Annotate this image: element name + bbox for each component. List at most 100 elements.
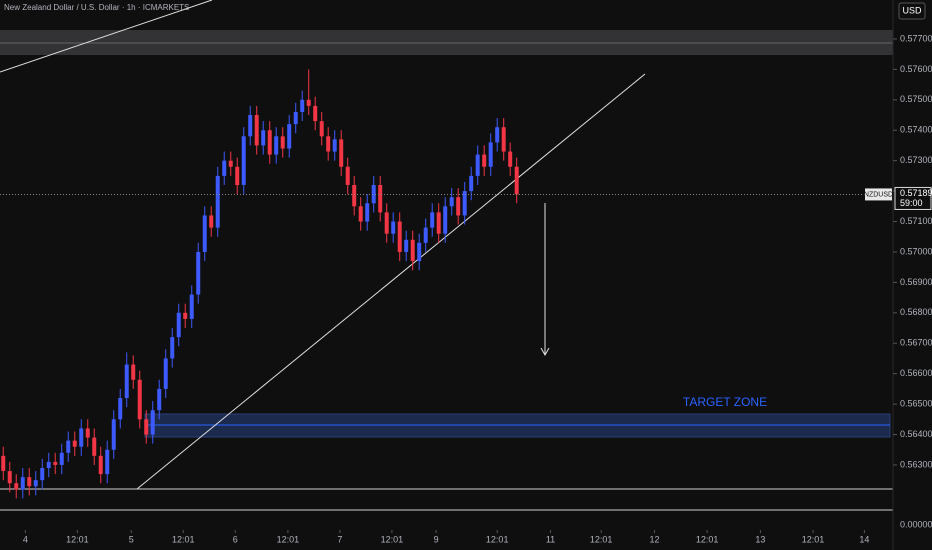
pane-label: 0.00000 xyxy=(900,519,932,529)
candle-body xyxy=(215,175,220,228)
candle-body xyxy=(488,142,493,167)
candle-body xyxy=(397,221,402,252)
candle-body xyxy=(287,124,292,149)
x-tick-label: 12:01 xyxy=(696,534,719,544)
candle-body xyxy=(384,212,389,234)
candle-body xyxy=(228,160,233,167)
candle-body xyxy=(79,428,84,447)
x-tick-label: 4 xyxy=(23,534,28,544)
y-tick-label: 0.56400 xyxy=(900,429,932,439)
candle-body xyxy=(371,185,376,204)
candle-body xyxy=(261,130,266,146)
x-tick-label: 12:01 xyxy=(172,534,195,544)
y-tick-label: 0.56800 xyxy=(900,307,932,317)
candle-body xyxy=(267,130,272,155)
x-tick-label: 6 xyxy=(233,534,238,544)
symbol-tag xyxy=(865,188,892,201)
candle-body xyxy=(235,166,240,186)
candle-body xyxy=(436,212,441,234)
x-tick-label: 12:01 xyxy=(66,534,89,544)
x-tick-label: 12:01 xyxy=(277,534,300,544)
x-tick-label: 9 xyxy=(434,534,439,544)
countdown-label: 59:00 xyxy=(900,198,923,208)
candle-body xyxy=(495,127,500,143)
candle-body xyxy=(462,191,467,216)
candle-body xyxy=(176,312,181,338)
candle-body xyxy=(482,154,487,167)
candle-body xyxy=(40,468,45,481)
candle-body xyxy=(118,398,123,420)
candle-body xyxy=(14,483,19,490)
candle-body xyxy=(137,379,142,420)
candle-body xyxy=(183,312,188,319)
last-price-label: 0.57189 xyxy=(900,188,932,198)
candle-body xyxy=(46,461,51,469)
candle-body xyxy=(124,364,129,399)
candle-body xyxy=(163,358,168,389)
candle-body xyxy=(202,215,207,252)
y-tick-label: 0.56600 xyxy=(900,368,932,378)
resistance-zone xyxy=(0,30,893,55)
candle-body xyxy=(241,136,246,186)
candle-body xyxy=(144,419,149,435)
candle-body xyxy=(280,136,285,149)
candle-body xyxy=(358,206,363,222)
candle-body xyxy=(189,294,194,319)
candle-body xyxy=(27,477,32,487)
candle-body xyxy=(72,440,77,447)
candle-body xyxy=(339,139,344,167)
candle-body xyxy=(98,455,103,475)
candle-body xyxy=(313,105,318,122)
candle-body xyxy=(508,151,513,167)
trendline xyxy=(136,73,646,490)
candle-body xyxy=(170,337,175,359)
symbol-label: NZDUSD xyxy=(864,191,893,198)
price-tag xyxy=(894,186,932,210)
candle-body xyxy=(514,166,519,195)
candle-body xyxy=(319,121,324,137)
candle-body xyxy=(391,221,396,234)
x-tick-label: 13 xyxy=(755,534,765,544)
y-tick-label: 0.57400 xyxy=(900,125,932,135)
y-tick-label: 0.57600 xyxy=(900,64,932,74)
y-tick-label: 0.57100 xyxy=(900,216,932,226)
candle-body xyxy=(53,461,58,465)
y-tick-label: 0.57300 xyxy=(900,155,932,165)
candle-body xyxy=(254,115,259,146)
candle-body xyxy=(423,227,428,243)
currency-button[interactable] xyxy=(898,2,926,20)
candle-body xyxy=(352,185,357,207)
candle-body xyxy=(306,99,311,106)
x-tick-label: 12:01 xyxy=(486,534,509,544)
annotation: TARGET ZONE xyxy=(683,395,767,409)
candle-body xyxy=(150,410,155,435)
y-tick-label: 0.56700 xyxy=(900,338,932,348)
candle-body xyxy=(326,136,331,152)
candle-body xyxy=(196,251,201,295)
candle-body xyxy=(248,115,253,137)
candle-body xyxy=(209,215,214,228)
chart-title: New Zealand Dollar / U.S. Dollar · 1h · … xyxy=(4,3,189,12)
candle-body xyxy=(345,166,350,186)
candle-body xyxy=(157,388,162,411)
y-tick-label: 0.56500 xyxy=(900,398,932,408)
candle-body xyxy=(274,136,279,155)
candle-body xyxy=(293,111,298,125)
candle-body xyxy=(456,197,461,216)
x-tick-label: 12:01 xyxy=(802,534,825,544)
x-tick-label: 14 xyxy=(859,534,869,544)
candle-body xyxy=(410,239,415,262)
candle-body xyxy=(501,127,506,152)
candle-body xyxy=(443,206,448,234)
currency-label: USD xyxy=(902,5,922,15)
candle-body xyxy=(417,242,422,262)
candle-body xyxy=(475,154,480,176)
candle-body xyxy=(469,175,474,192)
y-tick-label: 0.56300 xyxy=(900,459,932,469)
x-tick-label: 12 xyxy=(649,534,659,544)
candle-body xyxy=(105,449,110,475)
candle-body xyxy=(59,452,64,465)
y-tick-label: 0.56900 xyxy=(900,277,932,287)
